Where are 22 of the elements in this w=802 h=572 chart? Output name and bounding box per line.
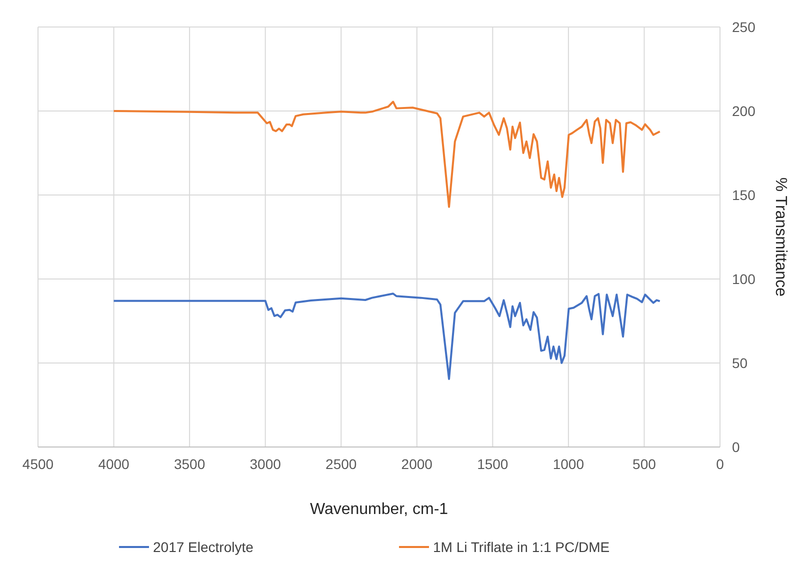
legend-label: 2017 Electrolyte bbox=[153, 539, 254, 555]
y-tick-label: 100 bbox=[732, 271, 756, 287]
y-tick-label: 250 bbox=[732, 19, 756, 35]
y-axis-title: % Transmittance bbox=[772, 177, 789, 297]
x-tick-label: 3000 bbox=[250, 456, 282, 472]
x-tick-label: 2500 bbox=[326, 456, 357, 472]
x-tick-label: 4500 bbox=[22, 456, 54, 472]
x-tick-label: 3500 bbox=[174, 456, 206, 472]
x-tick-label: 4000 bbox=[98, 456, 130, 472]
line-series bbox=[112, 292, 661, 380]
x-tick-label: 0 bbox=[716, 456, 724, 472]
x-tick-label: 1500 bbox=[477, 456, 508, 472]
x-tick-label: 1000 bbox=[552, 456, 584, 472]
y-tick-label: 0 bbox=[732, 439, 740, 455]
y-tick-label: 150 bbox=[732, 187, 756, 203]
y-tick-label: 50 bbox=[732, 355, 748, 371]
legend-label: 1M Li Triflate in 1:1 PC/DME bbox=[433, 539, 610, 555]
x-tick-label: 2000 bbox=[401, 456, 433, 472]
y-tick-label: 200 bbox=[732, 103, 756, 119]
line-series bbox=[112, 100, 661, 208]
x-axis-title: Wavenumber, cm-1 bbox=[310, 501, 448, 518]
x-tick-label: 500 bbox=[632, 456, 656, 472]
